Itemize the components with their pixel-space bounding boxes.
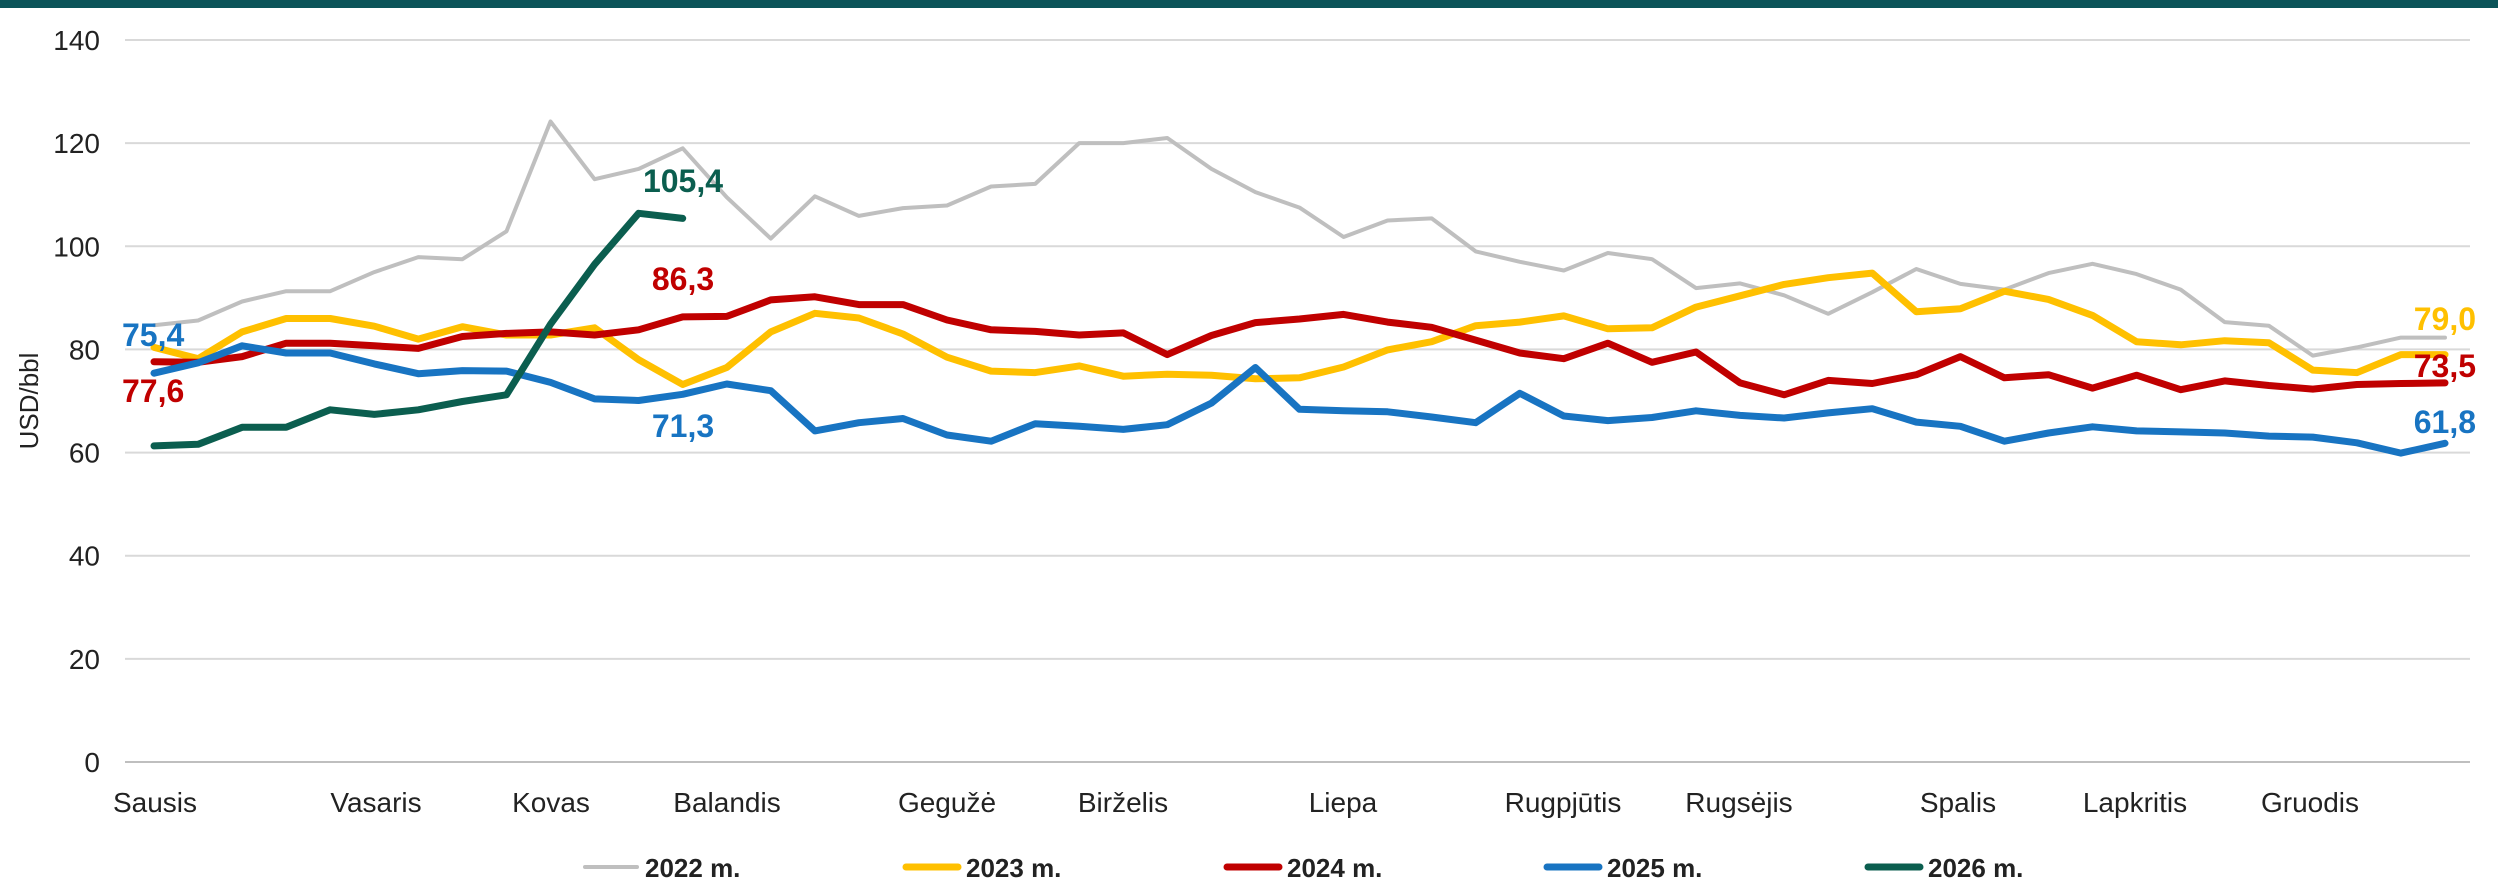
legend-label: 2025 m. (1607, 853, 1702, 883)
data-label: 79,0 (2414, 301, 2476, 337)
series-line-2022 (152, 119, 2447, 358)
y-tick-label: 140 (53, 25, 100, 56)
y-axis-title: USD/bbl (14, 353, 44, 450)
legend: 2022 m. 2023 m. 2024 m. 2025 m. 2026 m. (583, 853, 2023, 883)
gridlines (125, 39, 2470, 763)
legend-label: 2026 m. (1928, 853, 2023, 883)
x-tick-label: Lapkritis (2083, 787, 2187, 818)
x-tick-label: Gruodis (2261, 787, 2359, 818)
y-tick-label: 80 (69, 334, 100, 365)
data-label: 73,5 (2414, 348, 2476, 384)
series-line-2024 (150, 293, 2449, 399)
legend-label: 2024 m. (1287, 853, 1382, 883)
x-tick-label: Balandis (673, 787, 780, 818)
y-tick-label: 20 (69, 644, 100, 675)
data-label: 105,4 (643, 163, 723, 199)
data-label: 77,6 (122, 373, 184, 409)
x-tick-label: Birželis (1078, 787, 1168, 818)
series-lines (150, 119, 2449, 457)
y-tick-label: 120 (53, 128, 100, 159)
x-axis-ticks: Sausis Vasaris Kovas Balandis Gegužė Birželis… (113, 787, 2359, 818)
x-tick-label: Sausis (113, 787, 197, 818)
x-tick-label: Kovas (512, 787, 590, 818)
data-labels: 75,4 77,6 105,4 86,3 71,3 79,0 73,5 61,8 (122, 163, 2476, 444)
x-tick-label: Rugpjūtis (1505, 787, 1622, 818)
data-label: 61,8 (2414, 404, 2476, 440)
series-line-2025 (150, 342, 2449, 457)
y-tick-label: 0 (84, 747, 100, 778)
data-label: 75,4 (122, 317, 184, 353)
legend-label: 2022 m. (645, 853, 740, 883)
y-tick-label: 60 (69, 438, 100, 469)
y-axis-ticks: 0 20 40 60 80 100 120 140 (53, 25, 100, 778)
data-label: 86,3 (652, 261, 714, 297)
series-line-2026 (150, 209, 687, 450)
x-tick-label: Gegužė (898, 787, 996, 818)
y-tick-label: 100 (53, 231, 100, 262)
x-tick-label: Liepa (1309, 787, 1378, 818)
y-tick-label: 40 (69, 541, 100, 572)
x-tick-label: Vasaris (330, 787, 421, 818)
data-label: 71,3 (652, 408, 714, 444)
x-tick-label: Rugsėjis (1685, 787, 1792, 818)
legend-label: 2023 m. (966, 853, 1061, 883)
x-tick-label: Spalis (1920, 787, 1996, 818)
top-accent-bar (0, 0, 2498, 8)
